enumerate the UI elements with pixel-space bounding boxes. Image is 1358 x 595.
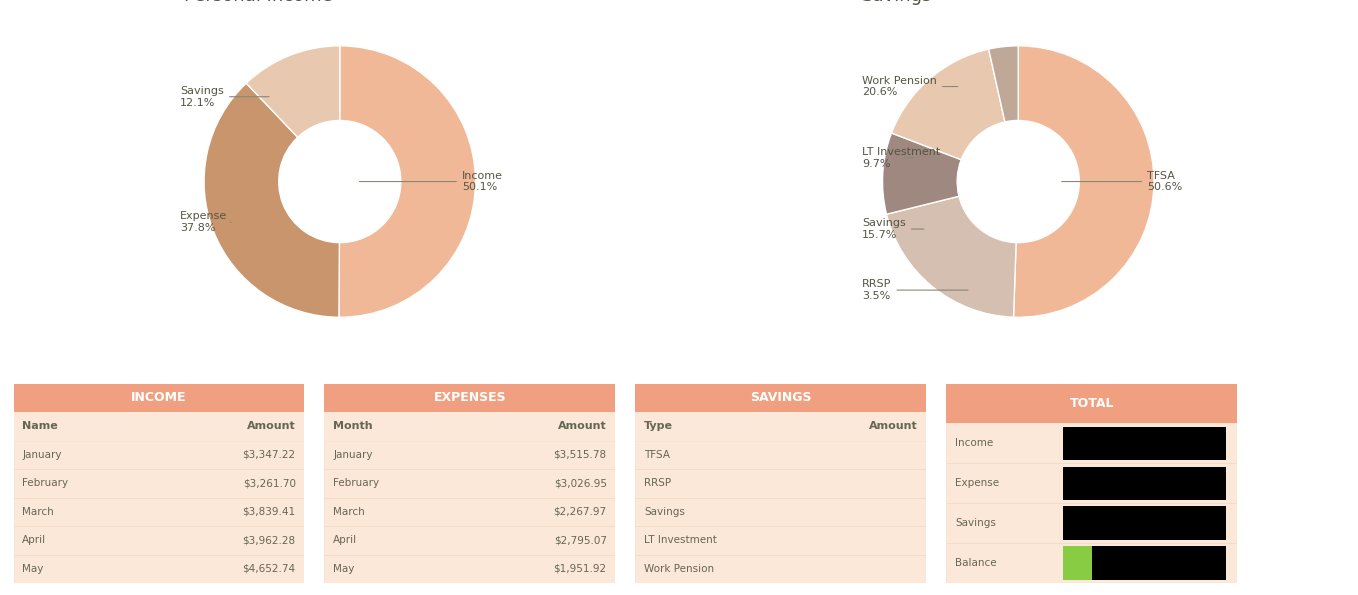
Text: Savings
15.7%: Savings 15.7% — [862, 218, 923, 240]
Text: March: March — [22, 507, 54, 517]
Text: TOTAL: TOTAL — [1070, 397, 1114, 410]
Text: Work Pension
20.6%: Work Pension 20.6% — [862, 76, 957, 98]
Text: May: May — [22, 564, 43, 574]
FancyBboxPatch shape — [636, 497, 926, 526]
Text: Personal Income: Personal Income — [183, 0, 333, 5]
Text: Savings
12.1%: Savings 12.1% — [181, 86, 269, 108]
FancyBboxPatch shape — [636, 384, 926, 412]
Text: Income: Income — [955, 439, 993, 449]
Text: February: February — [333, 478, 379, 488]
Text: TFSA
50.6%: TFSA 50.6% — [1062, 171, 1183, 192]
FancyBboxPatch shape — [947, 503, 1237, 543]
Text: SAVINGS: SAVINGS — [750, 392, 812, 404]
FancyBboxPatch shape — [636, 526, 926, 555]
Text: Savings: Savings — [644, 507, 684, 517]
FancyBboxPatch shape — [14, 555, 304, 583]
FancyBboxPatch shape — [947, 464, 1237, 503]
FancyBboxPatch shape — [325, 440, 615, 469]
Text: Name: Name — [22, 421, 58, 431]
Text: March: March — [333, 507, 365, 517]
FancyBboxPatch shape — [636, 469, 926, 497]
Wedge shape — [887, 196, 1016, 317]
Text: Expense
37.8%: Expense 37.8% — [181, 211, 231, 233]
Text: April: April — [333, 536, 357, 546]
FancyBboxPatch shape — [14, 497, 304, 526]
FancyBboxPatch shape — [1062, 546, 1225, 580]
Text: Balance: Balance — [955, 558, 997, 568]
Text: $3,515.78: $3,515.78 — [554, 450, 607, 460]
Text: $2,795.07: $2,795.07 — [554, 536, 607, 546]
FancyBboxPatch shape — [1062, 466, 1225, 500]
FancyBboxPatch shape — [14, 526, 304, 555]
Text: $1,951.92: $1,951.92 — [554, 564, 607, 574]
Text: $3,261.70: $3,261.70 — [243, 478, 296, 488]
Text: Savings: Savings — [862, 0, 933, 5]
Text: January: January — [22, 450, 62, 460]
FancyBboxPatch shape — [636, 555, 926, 583]
FancyBboxPatch shape — [636, 440, 926, 469]
FancyBboxPatch shape — [1062, 546, 1092, 580]
FancyBboxPatch shape — [325, 469, 615, 497]
FancyBboxPatch shape — [325, 555, 615, 583]
FancyBboxPatch shape — [947, 384, 1237, 424]
Text: TFSA: TFSA — [644, 450, 669, 460]
FancyBboxPatch shape — [325, 497, 615, 526]
Text: $3,839.41: $3,839.41 — [243, 507, 296, 517]
Text: EXPENSES: EXPENSES — [433, 392, 507, 404]
FancyBboxPatch shape — [1062, 506, 1225, 540]
Text: Type: Type — [644, 421, 674, 431]
Wedge shape — [883, 133, 961, 214]
Wedge shape — [204, 83, 340, 317]
Text: LT Investment: LT Investment — [644, 536, 717, 546]
Wedge shape — [891, 49, 1005, 159]
Wedge shape — [1013, 46, 1154, 317]
Text: RRSP
3.5%: RRSP 3.5% — [862, 279, 968, 301]
Text: Expense: Expense — [955, 478, 999, 488]
Text: Month: Month — [333, 421, 373, 431]
FancyBboxPatch shape — [636, 412, 926, 440]
Text: $3,026.95: $3,026.95 — [554, 478, 607, 488]
FancyBboxPatch shape — [14, 469, 304, 497]
FancyBboxPatch shape — [947, 424, 1237, 464]
Text: January: January — [333, 450, 372, 460]
Text: Savings: Savings — [955, 518, 995, 528]
Text: Amount: Amount — [869, 421, 918, 431]
Wedge shape — [340, 46, 475, 317]
Text: RRSP: RRSP — [644, 478, 671, 488]
Text: Income
50.1%: Income 50.1% — [360, 171, 502, 192]
Text: $3,347.22: $3,347.22 — [243, 450, 296, 460]
FancyBboxPatch shape — [1062, 427, 1225, 460]
Text: $3,962.28: $3,962.28 — [243, 536, 296, 546]
Wedge shape — [989, 46, 1018, 122]
Text: Work Pension: Work Pension — [644, 564, 714, 574]
Text: Amount: Amount — [558, 421, 607, 431]
FancyBboxPatch shape — [14, 384, 304, 412]
FancyBboxPatch shape — [325, 526, 615, 555]
FancyBboxPatch shape — [14, 440, 304, 469]
Text: LT Investment
9.7%: LT Investment 9.7% — [862, 147, 940, 168]
Wedge shape — [246, 46, 340, 137]
Text: April: April — [22, 536, 46, 546]
Text: $2,267.97: $2,267.97 — [554, 507, 607, 517]
FancyBboxPatch shape — [947, 543, 1237, 583]
Text: INCOME: INCOME — [132, 392, 187, 404]
Text: $4,652.74: $4,652.74 — [243, 564, 296, 574]
FancyBboxPatch shape — [14, 412, 304, 440]
FancyBboxPatch shape — [325, 412, 615, 440]
Text: May: May — [333, 564, 354, 574]
Text: Amount: Amount — [247, 421, 296, 431]
FancyBboxPatch shape — [325, 384, 615, 412]
Text: February: February — [22, 478, 68, 488]
